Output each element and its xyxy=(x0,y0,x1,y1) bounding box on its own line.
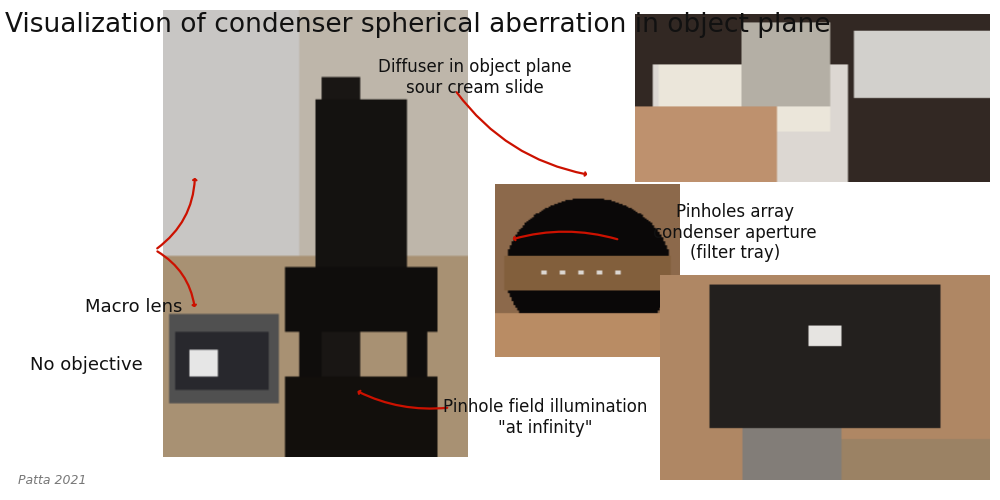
Text: Diffuser in object plane
sour cream slide: Diffuser in object plane sour cream slid… xyxy=(378,58,572,97)
Text: No objective: No objective xyxy=(30,356,143,374)
Text: Macro lens: Macro lens xyxy=(85,298,182,316)
Text: Pinholes array
condenser aperture
(filter tray): Pinholes array condenser aperture (filte… xyxy=(653,202,817,262)
Text: Patta 2021: Patta 2021 xyxy=(18,474,87,488)
Text: Visualization of condenser spherical aberration in object plane: Visualization of condenser spherical abe… xyxy=(5,12,830,38)
Text: Pinhole field illumination
"at infinity": Pinhole field illumination "at infinity" xyxy=(443,398,647,437)
